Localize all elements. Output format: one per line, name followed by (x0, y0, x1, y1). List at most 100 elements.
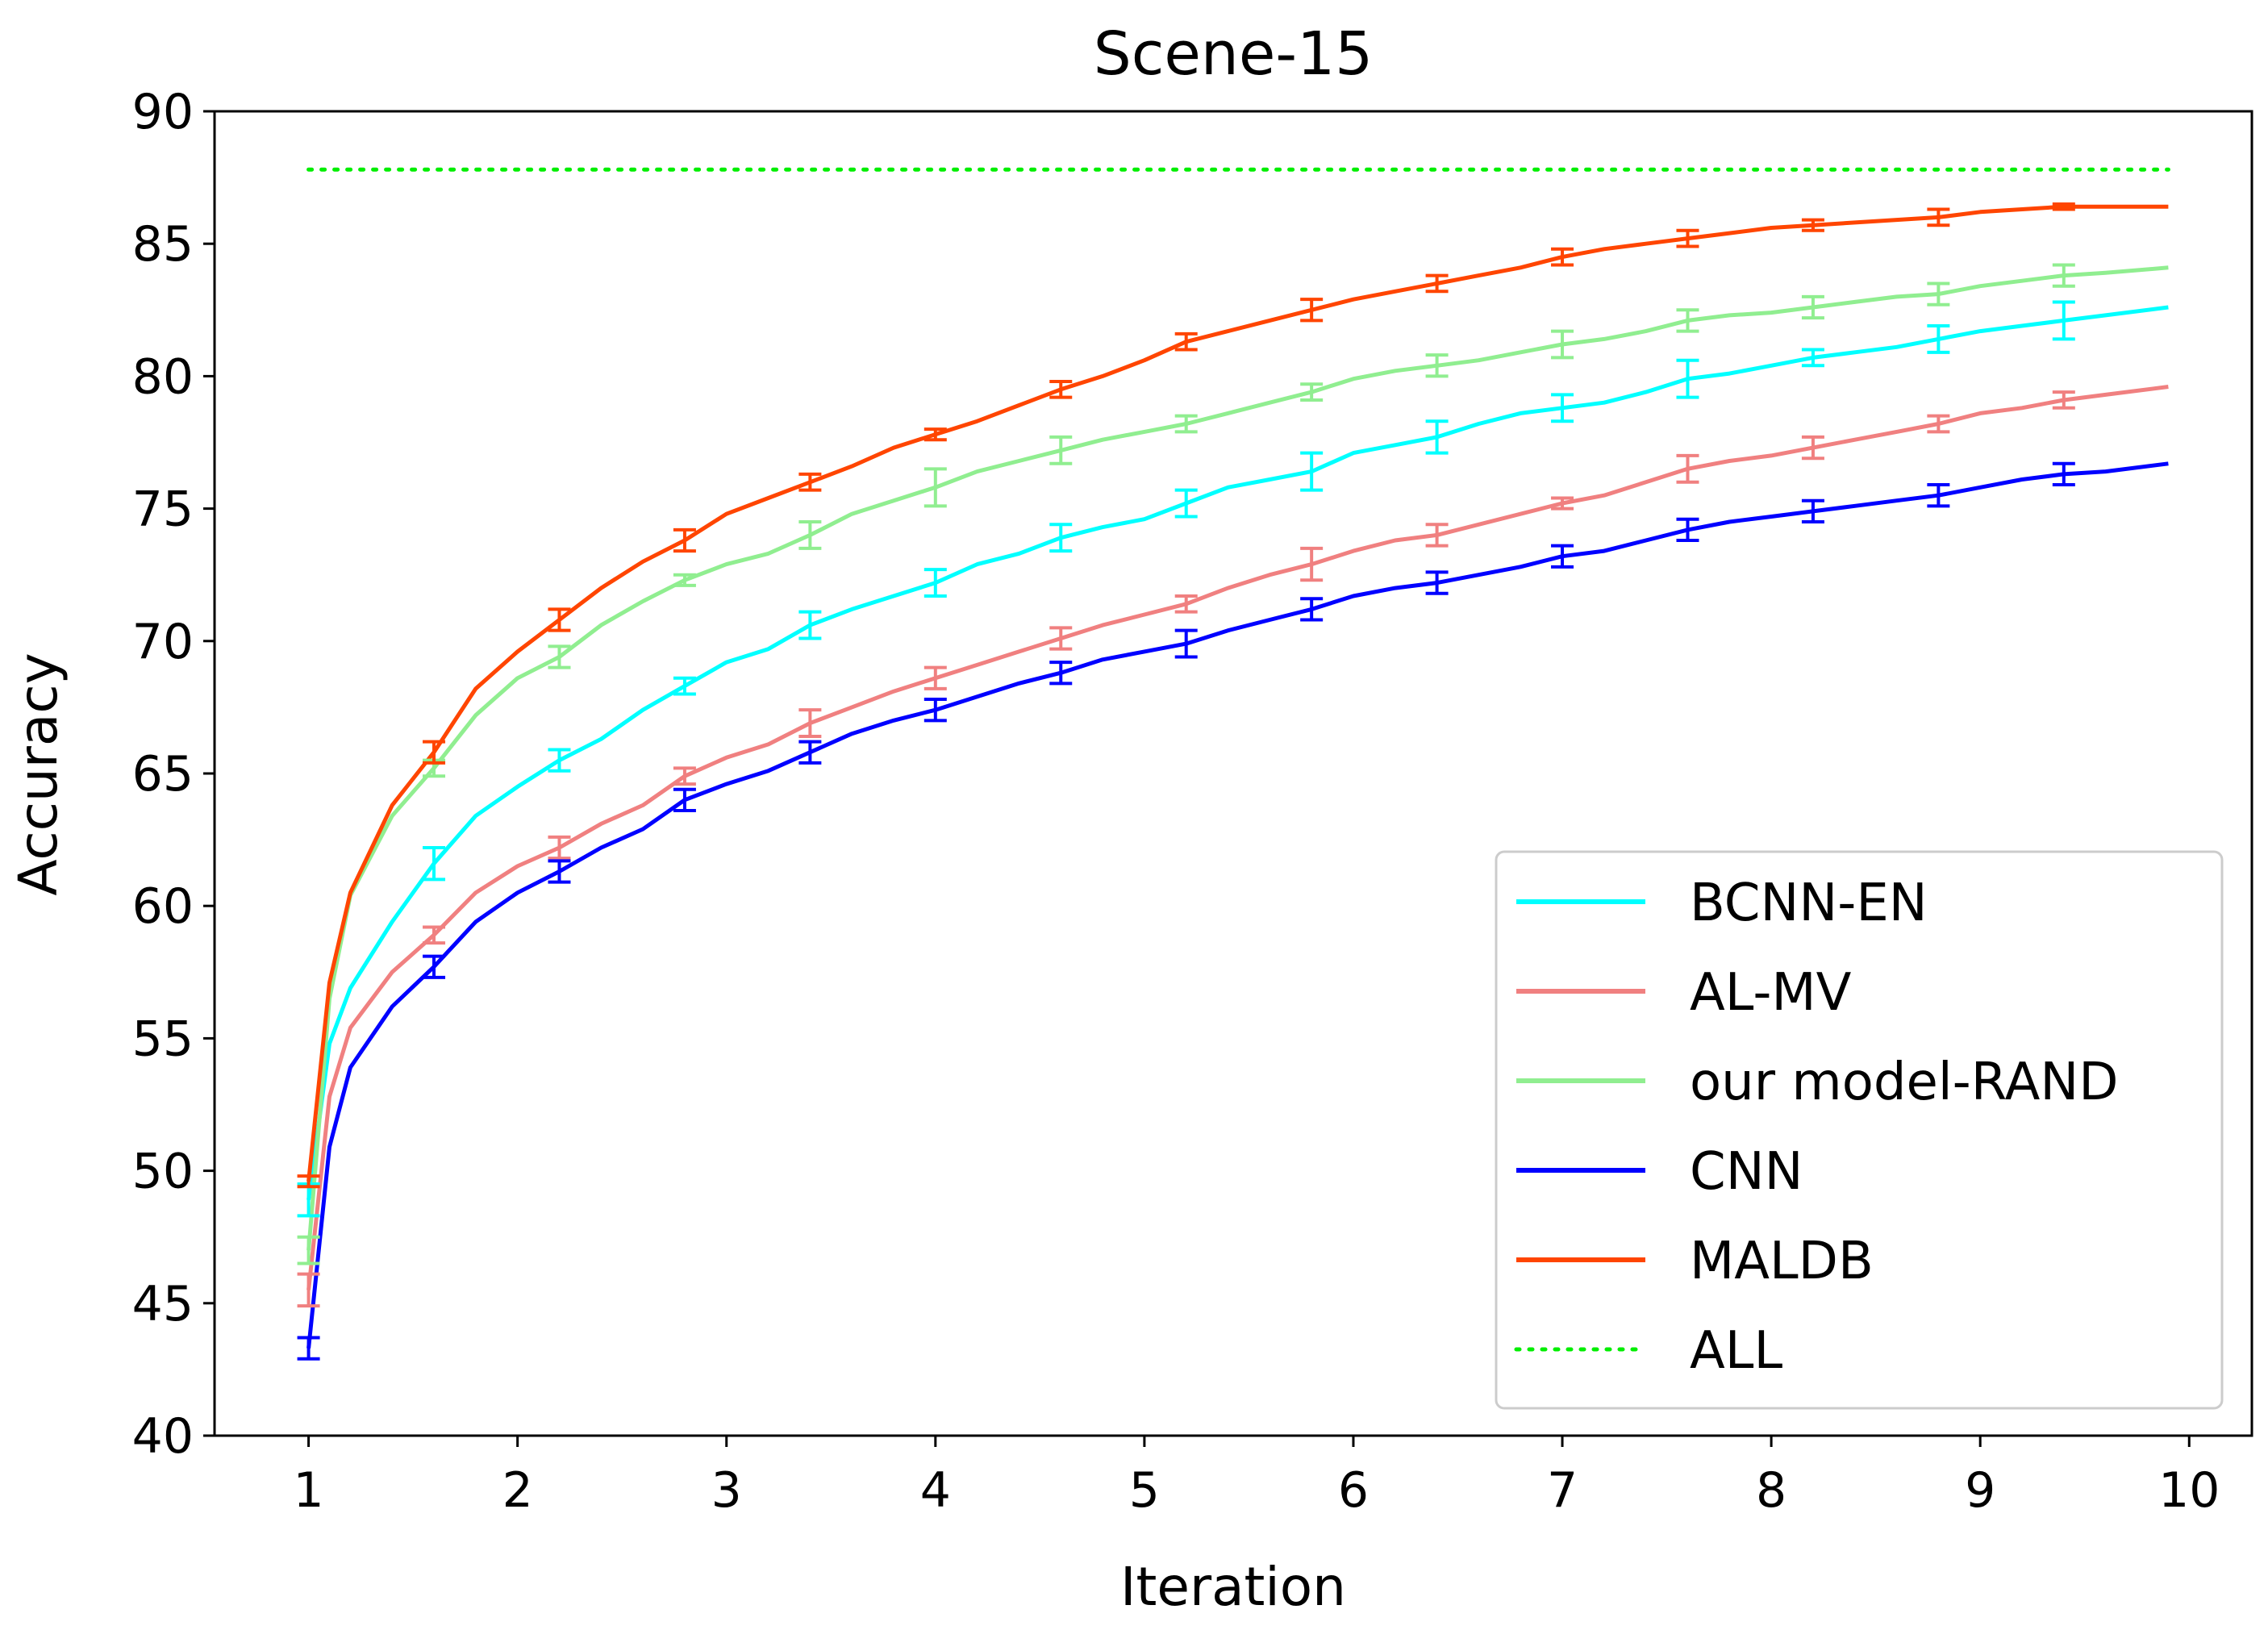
errorbar-our-model-rand (1049, 435, 1073, 465)
errorbar-al-mv (297, 1272, 320, 1308)
errorbar-cnn (1174, 628, 1198, 659)
errorbar-cnn (1801, 498, 1824, 524)
x-tick-label: 4 (920, 1462, 951, 1519)
series-line-cnn (306, 461, 2169, 1349)
y-axis-label: Accuracy (7, 652, 69, 895)
errorbar-al-mv (1551, 496, 1574, 511)
y-tick-label: 50 (132, 1144, 194, 1200)
errorbar-maldb (423, 740, 446, 765)
errorbar-cnn (1425, 570, 1449, 595)
legend-label-maldb: MALDB (1690, 1232, 1874, 1291)
errorbar-cnn (1300, 597, 1324, 622)
errorbar-bcnn-en (1551, 393, 1574, 423)
errorbar-our-model-rand (1300, 382, 1324, 402)
y-tick-label: 40 (132, 1408, 194, 1465)
errorbar-cnn (2052, 461, 2075, 487)
errorbar-bcnn-en (1676, 358, 1699, 399)
errorbar-maldb (1551, 247, 1574, 267)
y-tick-label: 45 (132, 1276, 194, 1332)
y-tick-label: 55 (132, 1011, 194, 1067)
errorbar-maldb (1927, 207, 1950, 227)
legend: BCNN-EN AL-MV our model-RAND CNN MALDB ALL (1495, 850, 2224, 1410)
errorbar-bcnn-en (1927, 324, 1950, 354)
errorbar-our-model-rand (1801, 294, 1824, 320)
errorbar-our-model-rand (673, 573, 696, 587)
series-line-bcnn-en (306, 305, 2169, 1201)
errorbar-our-model-rand (1551, 329, 1574, 360)
errorbar-cnn (423, 954, 446, 979)
errorbar-maldb (1300, 298, 1324, 323)
errorbar-our-model-rand (1174, 414, 1198, 434)
errorbar-maldb (798, 472, 822, 492)
errorbar-bcnn-en (1174, 488, 1198, 519)
errorbar-our-model-rand (1425, 353, 1449, 378)
errorbar-bcnn-en (1300, 451, 1324, 492)
errorbar-our-model-rand (2052, 263, 2075, 288)
errorbar-bcnn-en (1801, 348, 1824, 368)
errorbar-bcnn-en (2052, 300, 2075, 341)
errorbar-maldb (297, 1174, 320, 1189)
errorbar-al-mv (1801, 435, 1824, 461)
series-line-maldb (306, 204, 2169, 1182)
y-tick-label: 70 (132, 614, 194, 670)
errorbar-bcnn-en (548, 748, 571, 773)
errorbar-cnn (923, 698, 947, 723)
legend-label-bcnn-en: BCNN-EN (1690, 873, 1928, 933)
errorbar-cnn (548, 859, 571, 884)
x-tick-label: 9 (1965, 1462, 1995, 1519)
y-tick-label: 90 (132, 84, 194, 140)
errorbar-al-mv (798, 708, 822, 739)
errorbar-maldb (1801, 218, 1824, 232)
series-layer (306, 167, 2170, 1349)
errorbar-al-mv (2052, 390, 2075, 410)
y-tick-label: 85 (132, 216, 194, 273)
legend-label-our-model-rand: our model-RAND (1690, 1053, 2119, 1112)
errorbar-cnn (1049, 661, 1073, 686)
x-tick-label: 6 (1338, 1462, 1369, 1519)
errorbar-al-mv (1049, 626, 1073, 651)
errorbar-al-mv (1300, 546, 1324, 582)
errorbar-our-model-rand (1927, 281, 1950, 306)
legend-label-cnn: CNN (1690, 1142, 1803, 1202)
errorbar-layer (297, 202, 2075, 1361)
legend-entries: BCNN-EN AL-MV our model-RAND CNN MALDB ALL (1514, 873, 2119, 1381)
series-line-our-model-rand (306, 265, 2169, 1251)
errorbar-cnn (1676, 517, 1699, 543)
errorbar-bcnn-en (423, 845, 446, 882)
errorbar-al-mv (1174, 594, 1198, 614)
errorbar-al-mv (1927, 414, 1950, 434)
errorbar-al-mv (923, 665, 947, 690)
errorbar-bcnn-en (923, 568, 947, 598)
x-axis-label: Iteration (1120, 1556, 1346, 1618)
errorbar-al-mv (673, 766, 696, 786)
errorbar-our-model-rand (1676, 308, 1699, 333)
errorbar-maldb (673, 527, 696, 553)
x-tick-label: 1 (293, 1462, 323, 1519)
y-tick-label: 75 (132, 482, 194, 538)
errorbar-our-model-rand (548, 644, 571, 669)
legend-label-all: ALL (1690, 1321, 1782, 1381)
y-axis-ticks: 40 45 50 55 60 65 70 75 80 85 90 (132, 84, 215, 1465)
y-tick-label: 65 (132, 746, 194, 803)
errorbar-cnn (798, 740, 822, 765)
errorbar-maldb (1174, 331, 1198, 352)
errorbar-bcnn-en (798, 610, 822, 640)
chart-title: Scene-15 (1094, 19, 1373, 89)
x-tick-label: 5 (1129, 1462, 1160, 1519)
errorbar-maldb (1425, 273, 1449, 294)
x-tick-label: 7 (1547, 1462, 1578, 1519)
legend-box (1495, 850, 2224, 1410)
errorbar-bcnn-en (673, 676, 696, 696)
errorbar-al-mv (423, 925, 446, 945)
x-tick-label: 8 (1756, 1462, 1786, 1519)
y-tick-label: 60 (132, 878, 194, 935)
errorbar-al-mv (1425, 523, 1449, 548)
errorbar-bcnn-en (1425, 419, 1449, 455)
errorbar-maldb (1676, 228, 1699, 248)
errorbar-maldb (548, 607, 571, 632)
errorbar-maldb (923, 427, 947, 442)
errorbar-al-mv (1676, 453, 1699, 484)
x-tick-label: 10 (2158, 1462, 2220, 1519)
legend-label-al-mv: AL-MV (1690, 963, 1852, 1023)
